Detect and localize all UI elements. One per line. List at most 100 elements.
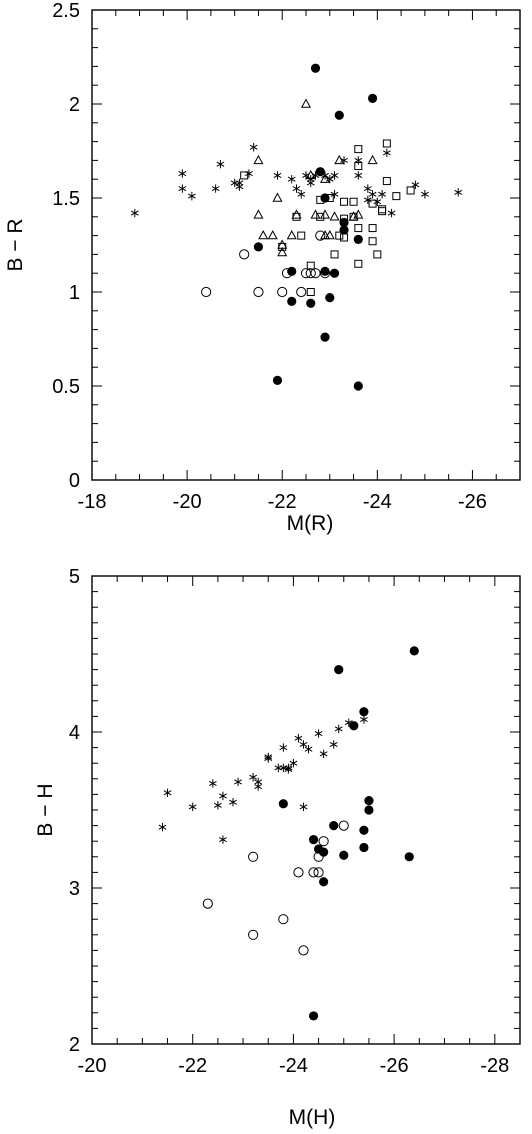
point-asterisk — [187, 191, 196, 201]
point-asterisk — [340, 156, 348, 165]
point-asterisk — [360, 715, 368, 724]
point-open-circle — [315, 230, 326, 241]
point-open-square — [354, 224, 363, 233]
point-filled-circle — [310, 63, 321, 73]
point-asterisk — [330, 171, 339, 180]
x-tick-label: -26 — [458, 491, 487, 513]
point-open-square — [297, 231, 306, 240]
point-asterisk — [245, 169, 253, 178]
point-open-square — [382, 139, 391, 148]
point-asterisk — [219, 835, 227, 844]
point-asterisk — [299, 802, 308, 812]
y-tick-label: 1.5 — [52, 188, 80, 210]
y-tick-label: 2.5 — [52, 0, 80, 22]
point-filled-circle — [253, 242, 264, 252]
point-open-triangle — [258, 230, 269, 240]
x-tick-label: -20 — [173, 491, 202, 513]
point-open-circle — [293, 867, 304, 878]
y-tick-label: 3 — [69, 878, 80, 900]
point-filled-circle — [404, 852, 414, 862]
y-tick-label: 1 — [69, 282, 80, 304]
point-asterisk — [329, 740, 338, 749]
point-open-square — [354, 162, 363, 171]
point-open-square — [368, 237, 377, 246]
point-asterisk — [211, 184, 220, 193]
point-open-square — [354, 145, 363, 154]
x-tick-label: -22 — [268, 491, 297, 513]
point-open-circle — [305, 268, 316, 279]
point-filled-circle — [353, 381, 363, 391]
y-axis-label: B − H — [34, 783, 57, 836]
point-asterisk — [279, 743, 288, 752]
point-filled-circle — [339, 225, 349, 235]
point-open-square — [368, 224, 377, 233]
point-open-circle — [296, 286, 307, 298]
point-filled-circle — [353, 234, 363, 244]
point-filled-circle — [320, 266, 330, 276]
point-filled-circle — [320, 332, 330, 342]
point-filled-circle — [329, 268, 340, 278]
point-asterisk — [284, 765, 293, 774]
point-filled-circle — [339, 217, 349, 228]
point-open-square — [330, 250, 339, 259]
point-filled-circle — [272, 375, 283, 385]
point-open-circle — [313, 867, 324, 878]
point-open-triangle — [319, 209, 331, 219]
point-asterisk — [287, 175, 296, 184]
point-filled-circle — [364, 796, 374, 806]
point-asterisk — [130, 208, 139, 218]
point-filled-circle — [319, 847, 329, 857]
point-open-triangle — [319, 173, 331, 183]
point-asterisk — [302, 171, 310, 180]
point-filled-circle — [359, 842, 369, 853]
plot-frame — [91, 575, 521, 1045]
point-open-circle — [338, 820, 349, 831]
point-open-square — [349, 212, 358, 221]
y-axis-label: B − R — [4, 218, 27, 271]
point-asterisk — [178, 169, 187, 178]
point-asterisk — [299, 740, 308, 749]
point-filled-circle — [315, 167, 325, 177]
point-open-square — [349, 197, 358, 206]
point-open-square — [382, 177, 391, 186]
point-asterisk — [158, 822, 167, 832]
point-asterisk — [235, 182, 244, 191]
point-filled-circle — [334, 665, 344, 675]
point-asterisk — [249, 773, 258, 782]
x-tick-label: -18 — [78, 491, 107, 513]
point-asterisk — [219, 791, 227, 801]
x-axis-label: M(H) — [289, 1106, 336, 1129]
point-filled-circle — [325, 293, 335, 303]
point-asterisk — [289, 759, 298, 768]
point-asterisk — [264, 752, 273, 762]
point-open-triangle — [253, 209, 264, 219]
point-asterisk — [354, 156, 363, 165]
point-asterisk — [354, 171, 363, 180]
point-open-circle — [308, 867, 319, 878]
point-filled-circle — [287, 296, 297, 306]
point-filled-circle — [287, 266, 297, 276]
y-tick-label: 5 — [69, 566, 80, 588]
point-open-square — [240, 171, 249, 180]
point-asterisk — [229, 798, 237, 807]
point-open-triangle — [286, 230, 297, 240]
point-filled-circle — [334, 110, 344, 120]
point-open-square — [368, 199, 377, 208]
point-filled-circle — [339, 850, 349, 860]
point-asterisk — [234, 777, 242, 787]
point-filled-circle — [278, 799, 288, 809]
point-open-circle — [318, 836, 329, 847]
point-open-circle — [239, 249, 250, 260]
point-asterisk — [368, 190, 377, 199]
point-open-triangle — [291, 209, 302, 219]
point-filled-circle — [320, 193, 330, 203]
point-open-square — [278, 242, 287, 251]
point-asterisk — [387, 208, 396, 218]
point-filled-circle — [349, 721, 359, 731]
point-open-square — [306, 288, 315, 296]
point-open-circle — [248, 851, 259, 862]
point-asterisk — [304, 744, 313, 754]
point-open-square — [406, 186, 415, 195]
point-asterisk — [216, 159, 225, 169]
